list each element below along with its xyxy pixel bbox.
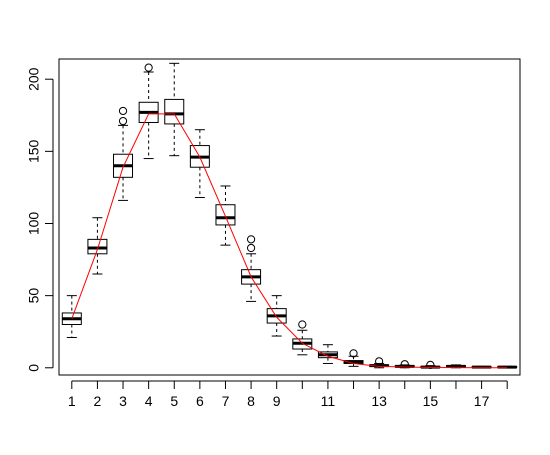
outlier-point xyxy=(246,235,256,244)
x-tick-label: 8 xyxy=(247,393,255,409)
y-tick-label: 200 xyxy=(26,67,42,91)
y-tick-label: 150 xyxy=(26,139,42,163)
x-tick-label: 3 xyxy=(119,393,127,409)
y-tick-label: 0 xyxy=(26,364,42,372)
plot-frame xyxy=(58,58,521,376)
outlier-point xyxy=(298,320,307,329)
x-tick-label: 2 xyxy=(94,393,102,409)
x-tick-label: 17 xyxy=(474,393,490,409)
y-tick-label: 50 xyxy=(26,288,42,304)
outlier-point xyxy=(144,63,153,72)
x-tick-label: 4 xyxy=(145,393,153,409)
box xyxy=(164,98,185,125)
x-tick-label: 5 xyxy=(170,393,178,409)
outlier-point xyxy=(400,360,409,369)
x-tick-label: 7 xyxy=(222,393,230,409)
x-tick-label: 13 xyxy=(371,393,387,409)
y-tick-label: 100 xyxy=(26,212,42,236)
outlier-point xyxy=(118,116,128,126)
outlier-point xyxy=(426,360,435,369)
outlier-point xyxy=(118,106,128,116)
box xyxy=(215,204,236,226)
outlier-point xyxy=(375,357,384,366)
x-tick-label: 1 xyxy=(68,393,76,409)
plot-layer: 1 2 3 4 5 6 7 8 9 11 13 15 17 0 50 100 150 200 xyxy=(26,62,518,409)
fit-line xyxy=(71,113,508,369)
x-tick-label: 6 xyxy=(196,393,204,409)
x-tick-label: 11 xyxy=(321,393,336,409)
x-tick-label: 9 xyxy=(273,393,281,409)
x-tick-label: 15 xyxy=(423,393,439,409)
outlier-point xyxy=(349,349,358,358)
outlier-point xyxy=(246,243,256,253)
